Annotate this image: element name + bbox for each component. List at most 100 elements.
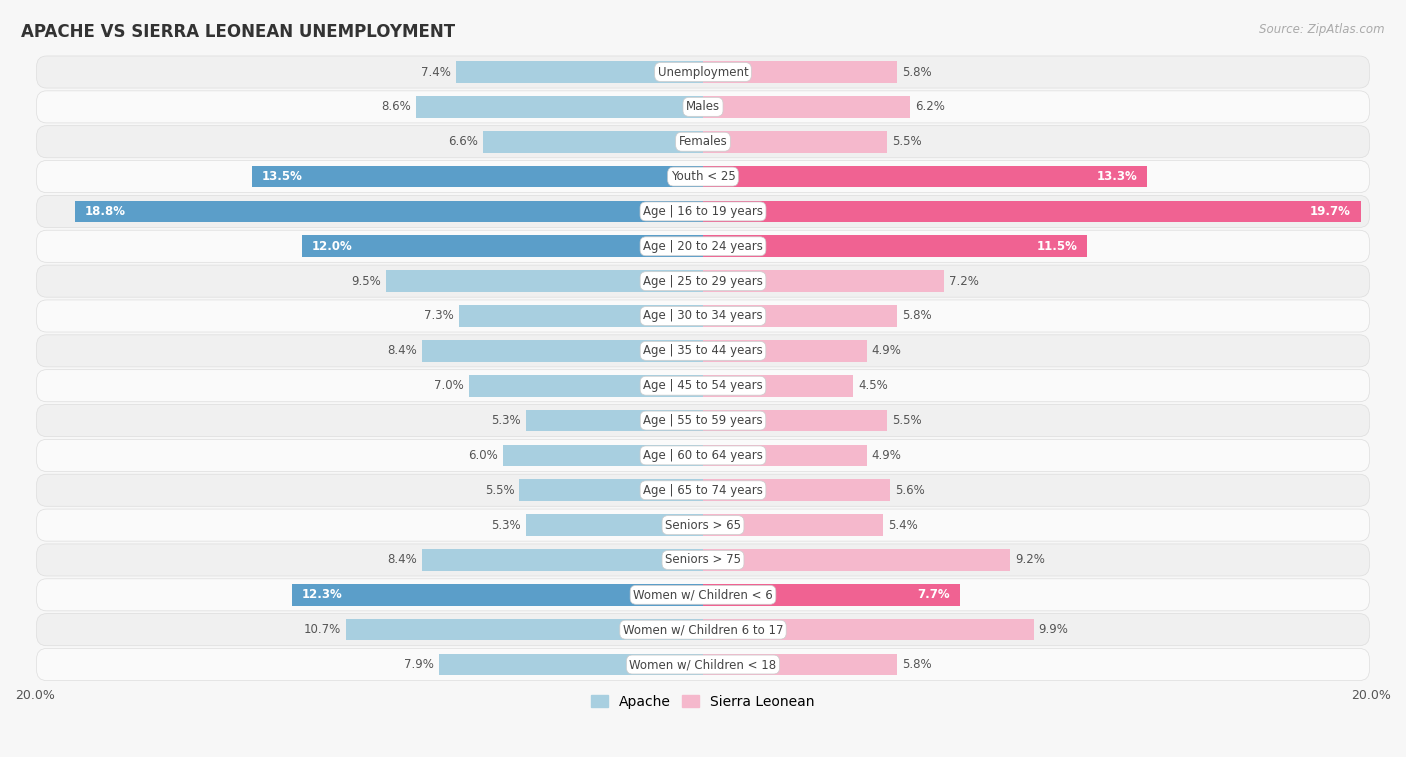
Text: Seniors > 75: Seniors > 75 [665,553,741,566]
Text: 6.6%: 6.6% [447,136,478,148]
Bar [703,166,1147,188]
Text: 8.6%: 8.6% [381,101,411,114]
Text: Age | 45 to 54 years: Age | 45 to 54 years [643,379,763,392]
Bar [703,584,960,606]
FancyBboxPatch shape [37,579,1369,611]
Bar [703,479,890,501]
Bar [292,584,703,606]
FancyBboxPatch shape [37,649,1369,681]
Text: APACHE VS SIERRA LEONEAN UNEMPLOYMENT: APACHE VS SIERRA LEONEAN UNEMPLOYMENT [21,23,456,41]
Text: Women w/ Children 6 to 17: Women w/ Children 6 to 17 [623,623,783,636]
Text: 12.0%: 12.0% [312,240,353,253]
Text: Age | 25 to 29 years: Age | 25 to 29 years [643,275,763,288]
Bar [526,514,703,536]
Text: Women w/ Children < 6: Women w/ Children < 6 [633,588,773,601]
Bar [302,235,703,257]
Bar [703,654,897,675]
Bar [75,201,703,223]
Text: 13.5%: 13.5% [262,170,302,183]
FancyBboxPatch shape [37,614,1369,646]
Bar [502,444,703,466]
Text: 5.5%: 5.5% [891,414,921,427]
Text: 7.2%: 7.2% [949,275,979,288]
FancyBboxPatch shape [37,404,1369,437]
Text: 5.5%: 5.5% [891,136,921,148]
Text: 5.5%: 5.5% [485,484,515,497]
FancyBboxPatch shape [37,126,1369,157]
Bar [456,61,703,83]
Text: 11.5%: 11.5% [1036,240,1077,253]
Text: 7.9%: 7.9% [405,658,434,671]
FancyBboxPatch shape [37,439,1369,472]
FancyBboxPatch shape [37,300,1369,332]
Text: 10.7%: 10.7% [304,623,340,636]
Bar [439,654,703,675]
Bar [703,619,1033,640]
Text: 4.5%: 4.5% [858,379,889,392]
Bar [703,96,910,117]
FancyBboxPatch shape [37,91,1369,123]
Bar [703,131,887,152]
Bar [422,549,703,571]
Text: Females: Females [679,136,727,148]
Text: 4.9%: 4.9% [872,344,901,357]
Bar [519,479,703,501]
Text: 5.8%: 5.8% [901,658,931,671]
FancyBboxPatch shape [37,195,1369,227]
Text: Youth < 25: Youth < 25 [671,170,735,183]
FancyBboxPatch shape [37,474,1369,506]
FancyBboxPatch shape [37,509,1369,541]
FancyBboxPatch shape [37,265,1369,298]
Text: 7.0%: 7.0% [434,379,464,392]
Text: 19.7%: 19.7% [1310,205,1351,218]
Bar [703,340,866,362]
Text: 9.5%: 9.5% [352,275,381,288]
Text: Age | 55 to 59 years: Age | 55 to 59 years [643,414,763,427]
Bar [703,375,853,397]
Bar [703,410,887,431]
Text: 18.8%: 18.8% [84,205,127,218]
FancyBboxPatch shape [37,56,1369,88]
Text: Age | 65 to 74 years: Age | 65 to 74 years [643,484,763,497]
Text: 6.2%: 6.2% [915,101,945,114]
FancyBboxPatch shape [37,160,1369,192]
Text: 7.4%: 7.4% [420,66,451,79]
Bar [252,166,703,188]
Text: Seniors > 65: Seniors > 65 [665,519,741,531]
Text: 5.3%: 5.3% [491,414,522,427]
Text: 5.4%: 5.4% [889,519,918,531]
Text: Age | 35 to 44 years: Age | 35 to 44 years [643,344,763,357]
Text: 4.9%: 4.9% [872,449,901,462]
Text: 7.3%: 7.3% [425,310,454,322]
Text: 7.7%: 7.7% [918,588,950,601]
Text: 5.8%: 5.8% [901,310,931,322]
FancyBboxPatch shape [37,544,1369,576]
Text: 9.9%: 9.9% [1039,623,1069,636]
Bar [346,619,703,640]
Bar [703,61,897,83]
FancyBboxPatch shape [37,369,1369,402]
Legend: Apache, Sierra Leonean: Apache, Sierra Leonean [586,690,820,715]
Bar [416,96,703,117]
Text: Women w/ Children < 18: Women w/ Children < 18 [630,658,776,671]
Text: Age | 30 to 34 years: Age | 30 to 34 years [643,310,763,322]
Text: Age | 60 to 64 years: Age | 60 to 64 years [643,449,763,462]
Text: 5.3%: 5.3% [491,519,522,531]
Bar [703,235,1087,257]
Text: 5.8%: 5.8% [901,66,931,79]
FancyBboxPatch shape [37,335,1369,367]
Bar [703,270,943,292]
Bar [385,270,703,292]
Text: 9.2%: 9.2% [1015,553,1045,566]
Text: Unemployment: Unemployment [658,66,748,79]
Bar [422,340,703,362]
Bar [703,201,1361,223]
Bar [703,444,866,466]
Bar [703,549,1011,571]
Text: 6.0%: 6.0% [468,449,498,462]
Text: 13.3%: 13.3% [1097,170,1137,183]
Text: Age | 20 to 24 years: Age | 20 to 24 years [643,240,763,253]
Text: 8.4%: 8.4% [388,553,418,566]
Bar [526,410,703,431]
Bar [460,305,703,327]
